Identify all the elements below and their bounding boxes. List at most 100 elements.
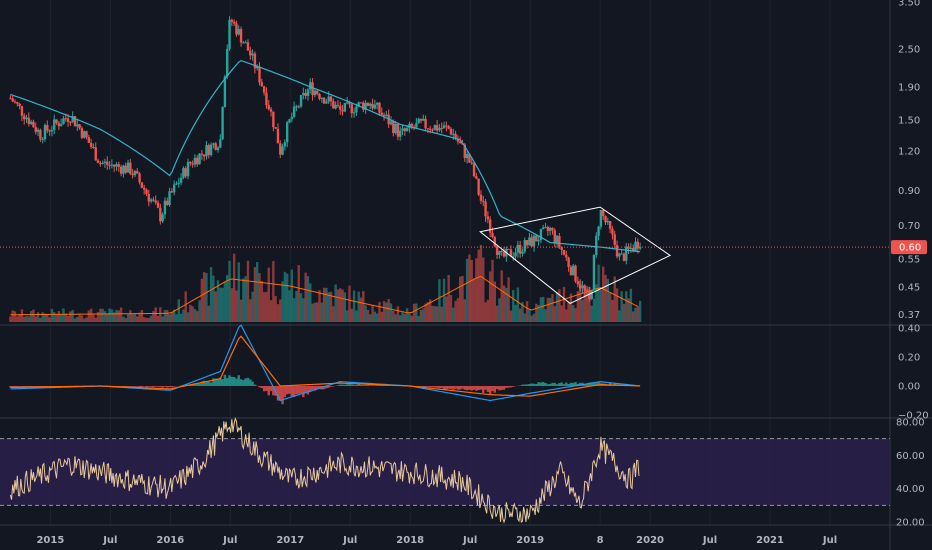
macd-histogram-bar bbox=[472, 386, 476, 390]
candle-body bbox=[256, 66, 259, 69]
candle-body bbox=[435, 125, 439, 131]
macd-histogram-bar bbox=[567, 383, 570, 386]
macd-histogram-bar bbox=[435, 386, 439, 388]
macd-histogram-bar bbox=[572, 382, 575, 386]
volume-bar bbox=[415, 303, 418, 322]
volume-bar bbox=[140, 309, 144, 322]
macd-histogram-bar bbox=[488, 386, 492, 394]
candle-body bbox=[76, 124, 79, 127]
volume-bar bbox=[537, 304, 540, 322]
candle-body bbox=[622, 253, 626, 261]
macd-histogram-bar bbox=[281, 386, 284, 405]
candle-body bbox=[99, 162, 102, 164]
last-price-label: 0.60 bbox=[899, 243, 921, 254]
volume-bar bbox=[179, 313, 183, 322]
candle-body bbox=[207, 145, 210, 155]
volume-bar bbox=[401, 311, 404, 322]
candle-body bbox=[544, 226, 547, 228]
candle-body bbox=[410, 123, 413, 127]
macd-histogram-bar bbox=[345, 384, 349, 386]
rsi-tick-label: 20.00 bbox=[896, 518, 925, 529]
candle-body bbox=[131, 173, 134, 176]
macd-histogram-bar bbox=[41, 386, 44, 387]
macd-histogram-bar bbox=[322, 386, 326, 390]
candle-body bbox=[295, 106, 298, 108]
volume-bar bbox=[11, 310, 14, 322]
candle-body bbox=[369, 103, 372, 106]
candle-body bbox=[537, 240, 540, 242]
volume-bar bbox=[136, 316, 139, 322]
volume-bar bbox=[147, 317, 150, 322]
candle-body bbox=[525, 240, 529, 246]
volume-bar bbox=[62, 308, 65, 322]
macd-histogram-bar bbox=[292, 386, 296, 397]
candle-body bbox=[126, 162, 130, 173]
volume-bar bbox=[627, 298, 630, 322]
macd-histogram-bar bbox=[232, 376, 236, 386]
candle-body bbox=[11, 98, 14, 102]
candle-body bbox=[555, 235, 559, 243]
candle-body bbox=[472, 162, 476, 177]
volume-bar bbox=[505, 287, 508, 322]
candle-body bbox=[258, 66, 261, 83]
volume-bar bbox=[279, 299, 282, 322]
diamond-pattern[interactable] bbox=[479, 206, 672, 305]
candle-body bbox=[375, 102, 379, 105]
price-tick-label: 1.20 bbox=[898, 146, 920, 157]
volume-bar bbox=[244, 276, 247, 322]
volume-bar bbox=[138, 312, 141, 322]
volume-bar bbox=[32, 309, 35, 322]
candle-body bbox=[39, 129, 42, 140]
candle-body bbox=[62, 118, 65, 125]
volume-bar bbox=[226, 275, 229, 322]
macd-histogram-bar bbox=[364, 385, 367, 386]
volume-bar bbox=[422, 308, 425, 322]
candle-body bbox=[631, 247, 635, 251]
macd-histogram-bar bbox=[170, 386, 174, 388]
candle-body bbox=[373, 104, 377, 109]
volume-bar bbox=[352, 290, 356, 322]
candle-body bbox=[232, 21, 236, 24]
macd-histogram-bar bbox=[138, 386, 141, 388]
candle-body bbox=[186, 161, 190, 177]
candle-body bbox=[604, 216, 607, 223]
macd-histogram-bar bbox=[539, 382, 543, 386]
macd-histogram-bar bbox=[260, 386, 264, 389]
candle-body bbox=[249, 50, 252, 56]
candle-body bbox=[244, 42, 247, 44]
candle-body bbox=[592, 254, 596, 291]
candle-body bbox=[482, 200, 485, 202]
volume-bar bbox=[332, 306, 335, 322]
volume-bar bbox=[267, 267, 270, 322]
volume-bar bbox=[117, 310, 121, 322]
volume-bar bbox=[433, 306, 437, 322]
macd-histogram-bar bbox=[484, 386, 487, 390]
macd-histogram-bar bbox=[262, 386, 266, 392]
macd-histogram-bar bbox=[590, 382, 593, 386]
volume-bar bbox=[530, 315, 533, 322]
macd-histogram-bar bbox=[558, 383, 561, 386]
volume-bar bbox=[458, 276, 462, 322]
candle-body bbox=[618, 253, 621, 257]
volume-bar bbox=[80, 315, 84, 322]
candle-body bbox=[548, 227, 552, 231]
macd-histogram-bar bbox=[551, 382, 554, 386]
candle-body bbox=[32, 121, 35, 128]
macd-histogram-bar bbox=[258, 386, 261, 388]
candle-body bbox=[507, 248, 510, 250]
candle-body bbox=[235, 23, 238, 35]
macd-histogram-bar bbox=[341, 384, 344, 386]
candle-body bbox=[246, 42, 250, 51]
volume-bar bbox=[555, 292, 559, 322]
volume-bar bbox=[41, 312, 44, 322]
candle-body bbox=[216, 147, 220, 150]
candle-body bbox=[92, 147, 95, 149]
candle-body bbox=[94, 147, 97, 161]
candle-body bbox=[530, 237, 533, 247]
volume-bar bbox=[551, 294, 554, 322]
macd-histogram-bar bbox=[548, 383, 552, 386]
volume-bar bbox=[101, 308, 104, 322]
macd-histogram-bar bbox=[371, 385, 374, 386]
volume-bar bbox=[403, 313, 407, 322]
